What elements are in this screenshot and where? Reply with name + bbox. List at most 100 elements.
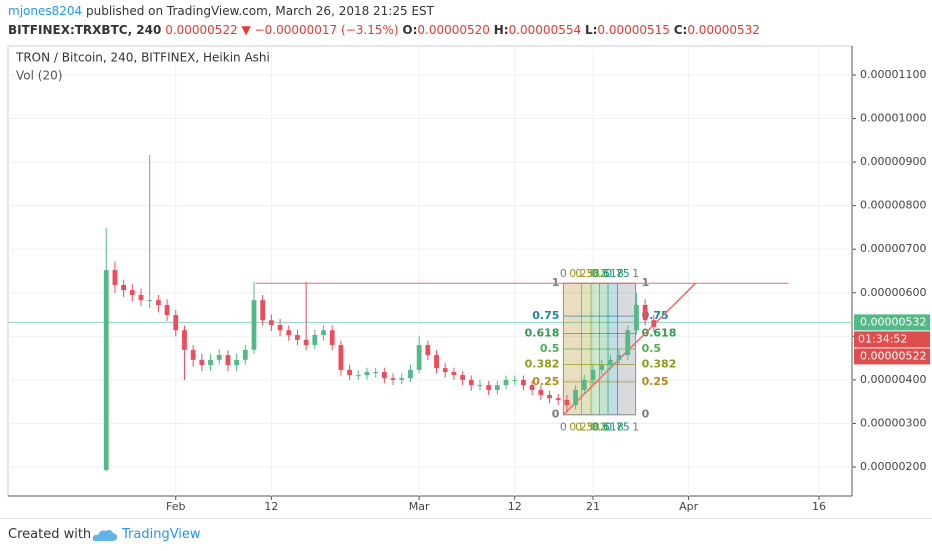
candle-body xyxy=(408,369,413,379)
candle-body xyxy=(199,359,205,366)
candle-body xyxy=(338,345,344,370)
candle-body xyxy=(268,320,274,326)
candle-body xyxy=(538,389,544,396)
candle-body xyxy=(103,270,109,471)
candle-body xyxy=(425,345,431,356)
y-tick-label: 0.00000300 xyxy=(860,416,926,429)
candle-body xyxy=(503,379,509,386)
footer: Created with TradingView xyxy=(0,518,932,551)
user[interactable]: mjones8204 xyxy=(8,4,83,18)
candle-body xyxy=(321,330,326,336)
x-tick-label: Feb xyxy=(166,500,185,513)
fib-label: 0.618 xyxy=(525,326,560,339)
candle-body xyxy=(642,304,648,321)
o: 0.00000520 xyxy=(417,23,490,37)
candle-body xyxy=(486,385,492,390)
o-label: O: xyxy=(402,23,418,37)
candle-body xyxy=(173,314,179,331)
candle-body xyxy=(529,385,535,390)
chart-title: TRON / Bitcoin, 240, BITFINEX, Heikin As… xyxy=(15,51,270,65)
y-tick-label: 0.00000800 xyxy=(860,199,926,212)
y-tick-label: 0.00001100 xyxy=(860,68,926,81)
candle-body xyxy=(182,330,187,350)
candle-body xyxy=(468,379,474,386)
candle-body xyxy=(286,330,292,336)
close-label: 0.00000522 xyxy=(860,349,926,362)
candle-body xyxy=(190,349,196,360)
chart: 0.00001100 0.00001000 0.00000900 0.00000800… xyxy=(7,45,930,513)
candle-body xyxy=(312,335,318,346)
fib-label: 0.75 xyxy=(532,309,559,322)
fib-time-label: 0.5 xyxy=(591,267,609,280)
fib-time-label: 1 xyxy=(632,267,639,280)
candle-body xyxy=(364,372,370,376)
candle-body xyxy=(442,368,448,373)
candle-body xyxy=(373,372,379,374)
candle-body xyxy=(129,290,135,295)
y-tick-label: 0.00000200 xyxy=(860,460,926,473)
fib-label: 0 xyxy=(642,408,650,421)
price: 0.00000522 xyxy=(165,23,238,37)
plot-frame xyxy=(7,45,853,497)
fib-time-label: 0.382 xyxy=(575,267,607,280)
l: 0.00000515 xyxy=(597,23,670,37)
fib-label: 0 xyxy=(552,408,560,421)
candle-body xyxy=(260,300,266,321)
fib-time-label: 0.618 xyxy=(592,421,624,434)
candle-body xyxy=(390,378,396,380)
fib-label: 0.5 xyxy=(642,342,662,355)
countdown-tag xyxy=(854,331,930,348)
candle-body xyxy=(555,398,561,400)
fib-label: 0.75 xyxy=(642,309,669,322)
candle-body xyxy=(581,379,587,390)
header: mjones8204 published on TradingView.com,… xyxy=(8,2,760,40)
candle-body xyxy=(573,389,578,406)
candle-body xyxy=(416,345,422,370)
x-tick-label: 12 xyxy=(508,500,522,513)
change: −0.00000017 (−3.15%) xyxy=(254,23,399,37)
fib-time-label: 1 xyxy=(632,421,639,434)
fib-label: 0.382 xyxy=(525,357,560,370)
brand[interactable]: TradingView xyxy=(122,527,201,542)
x-tick-label: 16 xyxy=(812,500,826,513)
y-tick-label: 0.00001000 xyxy=(860,112,926,125)
y-tick-label: 0.00000900 xyxy=(860,155,926,168)
candle-body xyxy=(399,378,405,380)
fib-label: 0.25 xyxy=(532,375,559,388)
x-tick-label: 12 xyxy=(264,500,278,513)
x-tick-label: 21 xyxy=(586,500,600,513)
last-price-tag xyxy=(854,314,930,331)
h-label: H: xyxy=(493,23,509,37)
header-line: mjones8204 published on TradingView.com,… xyxy=(8,2,760,21)
candle-body xyxy=(277,325,283,331)
fib-label: 0.382 xyxy=(642,357,677,370)
c-label: C: xyxy=(673,23,688,37)
candle-body xyxy=(607,359,613,366)
candle-body xyxy=(121,284,126,291)
candle-body xyxy=(434,355,439,369)
c: 0.00000532 xyxy=(687,23,760,37)
y-tick-label: 0.00000700 xyxy=(860,242,926,255)
y-tick-label: 0.00000400 xyxy=(860,373,926,386)
candle-body xyxy=(477,385,483,387)
last-price-label: 0.00000532 xyxy=(860,315,926,328)
candle-body xyxy=(242,349,248,360)
candle-body xyxy=(460,375,465,380)
candle-body xyxy=(599,365,605,370)
candle-body xyxy=(216,355,222,360)
candle-body xyxy=(651,320,657,327)
fib-label: 0.5 xyxy=(540,342,560,355)
candle-body xyxy=(547,395,552,399)
candle-body xyxy=(147,300,153,302)
fib-label: 0.25 xyxy=(642,375,669,388)
created: Created with xyxy=(8,527,92,542)
fib-time-label: 0.25 xyxy=(569,267,594,280)
fib-time-label: 0 xyxy=(560,421,567,434)
logo xyxy=(92,529,118,541)
candle-body xyxy=(295,335,300,340)
candle-body xyxy=(347,369,352,376)
fib-time-label: 0.75 xyxy=(605,267,630,280)
candle-body xyxy=(381,372,387,379)
fib-time-label: 0 xyxy=(560,267,567,280)
candle-body xyxy=(625,330,631,356)
